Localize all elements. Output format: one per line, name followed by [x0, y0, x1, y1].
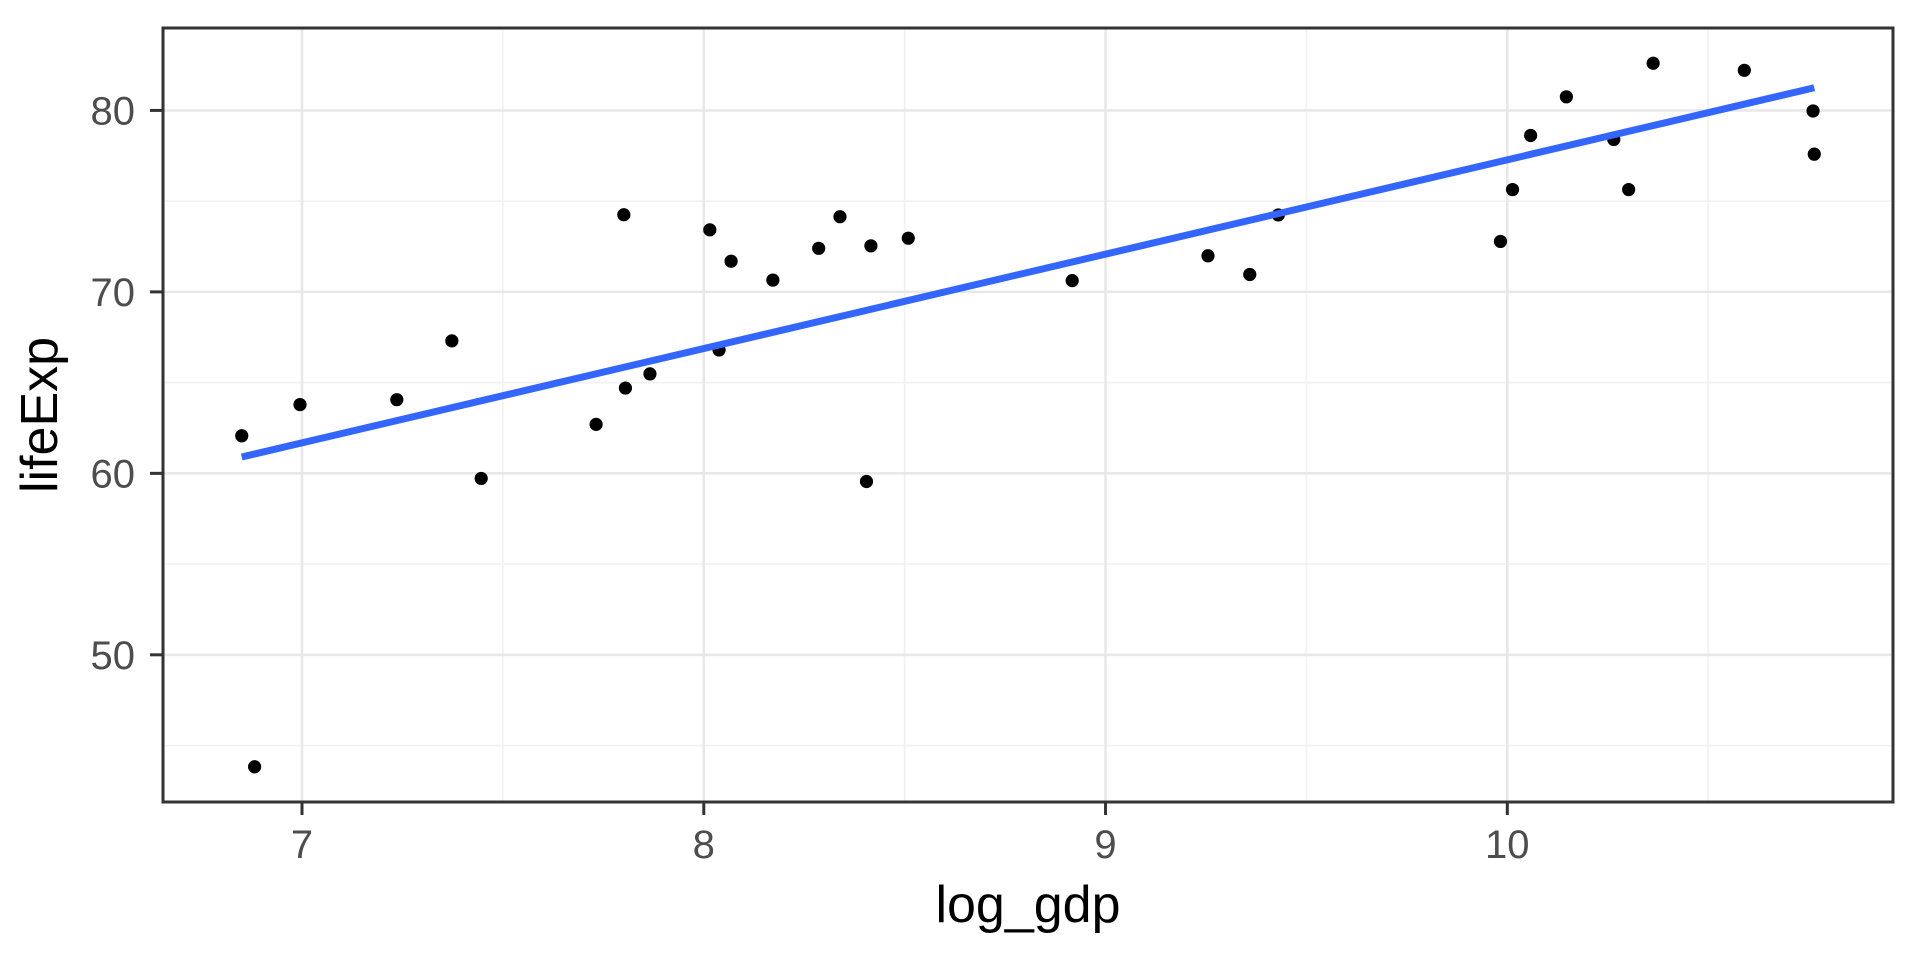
data-point — [589, 417, 603, 431]
data-point — [703, 223, 717, 237]
axis-tick-marks — [150, 108, 1509, 815]
data-point — [724, 254, 738, 268]
data-point — [812, 241, 826, 255]
data-point — [235, 429, 249, 443]
data-point — [248, 760, 262, 774]
data-point — [617, 208, 631, 222]
data-point — [1524, 128, 1538, 143]
panel-background — [163, 28, 1893, 802]
x-tick-label: 7 — [291, 823, 313, 867]
axis-tick-labels: 7 8 9 10 50 60 70 80 — [91, 89, 1530, 867]
y-axis-title: lifeExp — [11, 337, 69, 493]
data-point — [1493, 234, 1508, 249]
data-point — [618, 381, 633, 395]
data-point — [1065, 274, 1079, 288]
data-point — [1807, 147, 1821, 161]
x-axis-title: log_gdp — [935, 876, 1120, 934]
data-point — [474, 471, 488, 486]
x-tick-label: 8 — [693, 823, 715, 867]
data-point — [445, 334, 459, 348]
major-gridlines — [163, 28, 1893, 802]
data-point — [864, 239, 878, 253]
x-tick-label: 9 — [1094, 823, 1116, 867]
y-tick-label: 80 — [91, 89, 136, 133]
data-point — [1201, 249, 1215, 263]
data-point — [1505, 182, 1520, 197]
trend-line-layer — [240, 84, 1816, 461]
data-point — [1737, 63, 1751, 77]
y-tick-label: 70 — [91, 271, 136, 315]
data-point — [1243, 267, 1257, 282]
data-point — [1806, 104, 1820, 118]
data-point — [390, 393, 404, 407]
data-point — [1622, 182, 1636, 197]
panel-border — [161, 26, 1895, 804]
minor-gridlines — [163, 28, 1893, 802]
data-point — [1646, 56, 1660, 70]
data-point — [293, 397, 307, 412]
data-point — [1559, 90, 1573, 104]
y-tick-label: 50 — [91, 634, 136, 678]
y-tick-label: 60 — [91, 452, 136, 496]
data-point — [643, 367, 657, 381]
data-point — [833, 210, 847, 224]
data-point — [901, 231, 915, 245]
trend-line — [240, 84, 1816, 461]
data-point — [859, 474, 874, 489]
x-tick-label: 10 — [1485, 823, 1530, 867]
data-point — [766, 273, 780, 287]
